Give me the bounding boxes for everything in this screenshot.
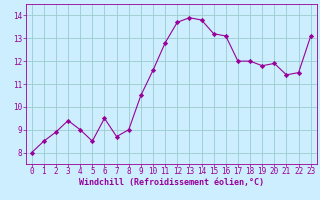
X-axis label: Windchill (Refroidissement éolien,°C): Windchill (Refroidissement éolien,°C) [79, 178, 264, 187]
